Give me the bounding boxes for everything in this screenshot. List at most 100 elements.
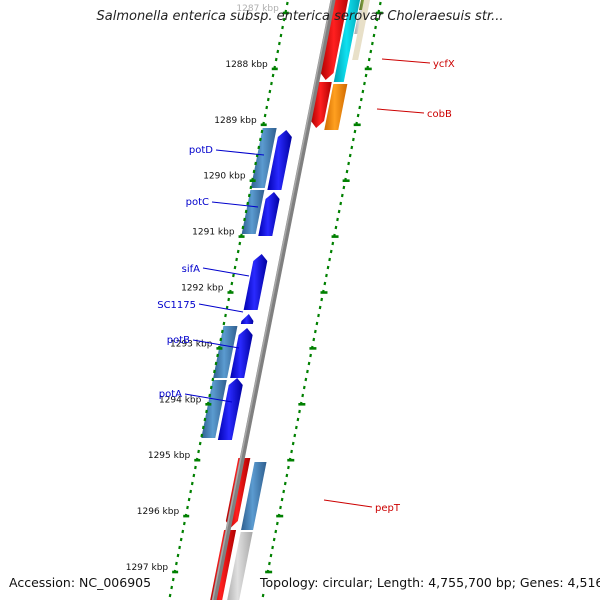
gene-label-potd: potD — [189, 145, 213, 156]
gene-label-potc: potC — [186, 197, 209, 208]
scale-dot — [309, 353, 312, 358]
gene-label-sc1175: SC1175 — [157, 300, 196, 311]
tick-label: 1289 kbp — [214, 116, 257, 126]
gene-label-pept: pepT — [375, 503, 401, 514]
scale-dot — [378, 1, 382, 6]
scale-dot — [342, 185, 346, 190]
scale-dot — [249, 185, 253, 190]
gene-grey-block — [227, 532, 253, 600]
scale-dot — [244, 209, 248, 214]
map-title: Salmonella enterica subsp. enterica sero… — [96, 9, 504, 24]
gene-label-pota: potA — [159, 389, 182, 400]
scale-dot — [323, 281, 327, 286]
gene-ycfX-block — [333, 0, 361, 82]
scale-dot — [269, 553, 273, 558]
scale-dot — [238, 241, 242, 246]
leader-line-cobb — [376, 108, 425, 114]
tick-label: 1288 kbp — [225, 60, 268, 70]
scale-dot — [225, 305, 229, 310]
scale-dot — [304, 377, 308, 382]
scale-dot — [301, 393, 305, 398]
backbone — [211, 0, 336, 600]
scale-dot — [186, 505, 189, 510]
scale-dot — [283, 481, 287, 486]
scale-dot — [359, 97, 363, 102]
scale-dot — [293, 433, 297, 438]
gene-label-ycfx: ycfX — [433, 59, 455, 70]
scale-dot — [194, 465, 197, 470]
scale-dot — [364, 73, 368, 78]
scale-dot — [224, 313, 227, 318]
scale-dot — [274, 57, 278, 62]
scale-dot — [318, 305, 322, 310]
scale-dot — [268, 89, 272, 94]
accession-label: Accession: NC_006905 — [9, 575, 152, 590]
topology-label: Topology: circular; Length: 4,755,700 bp… — [260, 575, 600, 590]
scale-dot — [246, 201, 250, 206]
scale-dot — [179, 537, 183, 542]
scale-dot — [326, 265, 330, 270]
scale-dot — [178, 545, 181, 550]
scale-dot — [222, 321, 226, 326]
leader-line-sifa — [202, 267, 250, 277]
scale-dot — [307, 361, 311, 366]
scale-dot — [331, 241, 335, 246]
leader-line-sc1175 — [198, 303, 244, 313]
scale-dot — [320, 297, 324, 302]
scale-dot — [235, 257, 238, 262]
leader-line-potb — [192, 339, 240, 349]
scale-dot — [170, 585, 174, 590]
scale-dot — [282, 17, 286, 22]
scale-dot — [266, 97, 270, 102]
scale-dot — [203, 417, 207, 422]
scale-dot — [272, 537, 276, 542]
scale-dot — [371, 41, 374, 46]
scale-dot — [337, 209, 341, 214]
gene-labels: ycfX cobB potD potC sifA SC1175 potB potA pepT — [157, 58, 455, 514]
tick-label: 1291 kbp — [192, 228, 235, 238]
scale-dot — [279, 33, 283, 38]
gene-potD-minus — [250, 128, 277, 188]
scale-dot — [205, 409, 208, 414]
scale-dot — [274, 529, 278, 534]
scale-dot — [367, 57, 371, 62]
scale-dot — [375, 17, 379, 22]
scale-dot — [353, 129, 357, 134]
scale-dot — [216, 353, 219, 358]
scale-dot — [200, 433, 204, 438]
scale-dot — [345, 169, 349, 174]
scale-dot — [176, 553, 180, 558]
scale-dot — [302, 385, 306, 390]
scale-dot — [372, 33, 376, 38]
scale-dot — [198, 441, 202, 446]
gene-tracks — [201, 0, 371, 600]
leader-line-potd — [215, 149, 265, 156]
scale-dot — [296, 417, 300, 422]
scale-dot — [171, 577, 175, 582]
scale-ticks: 1287 kbp 1288 kbp 1289 kbp 1290 kbp 1291 kbp… — [126, 1, 383, 598]
scale-dot — [363, 81, 366, 86]
tick-label: 1294 kbp — [159, 395, 202, 405]
scale-dot — [374, 25, 377, 30]
scale-dot — [279, 505, 282, 510]
scale-dot — [190, 481, 194, 486]
scale-dot — [233, 265, 237, 270]
scale-dot — [271, 545, 274, 550]
gene-label-sifa: sifA — [182, 264, 201, 275]
scale-dot — [263, 113, 267, 118]
scale-dot — [230, 281, 234, 286]
scale-dot — [247, 193, 251, 198]
scale-dot — [220, 329, 224, 334]
leader-line-potc — [211, 201, 259, 208]
scale-dot — [201, 425, 205, 430]
scale-dot — [243, 217, 246, 222]
gene-sifA — [243, 254, 268, 310]
gene-potA-plus — [217, 378, 243, 440]
gene-SC1175 — [240, 314, 254, 324]
gene-pepT-block — [241, 462, 267, 530]
scale-dot — [347, 161, 351, 166]
scale-dot — [258, 137, 262, 142]
tick-label: 1292 kbp — [181, 284, 224, 294]
scale-dot — [275, 521, 279, 526]
